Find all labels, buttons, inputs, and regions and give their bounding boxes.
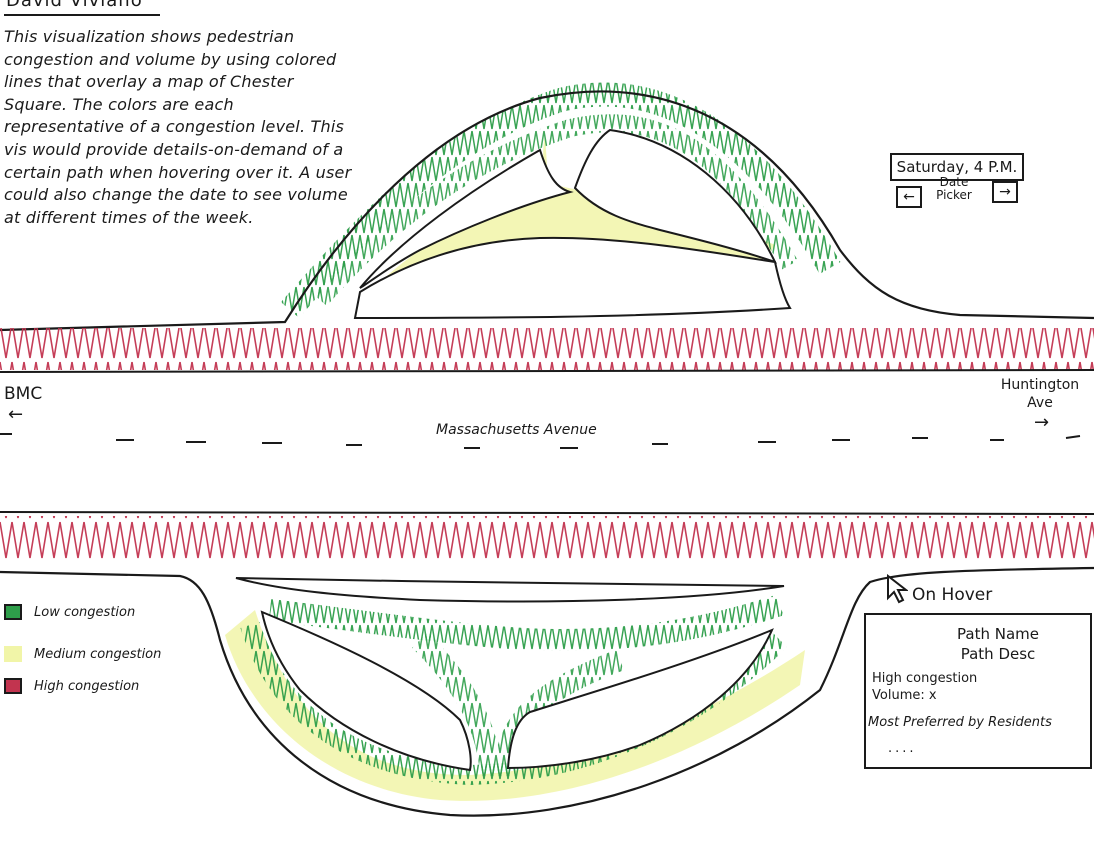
lower-top-lens <box>235 577 785 603</box>
lower-low-path-top[interactable] <box>268 594 784 652</box>
direction-left-label: BMC <box>4 384 43 404</box>
date-picker-label: Date Picker <box>936 175 972 202</box>
pointer-cursor-icon <box>887 574 908 604</box>
legend-swatch-high <box>4 678 22 694</box>
tooltip-preference: Most Preferred by Residents <box>868 715 1052 730</box>
legend-item-high: High congestion <box>4 678 139 694</box>
lower-medium-path[interactable] <box>225 610 805 801</box>
lower-inner-left <box>260 610 472 772</box>
path-tooltip: Path Name Path Desc High congestion Volu… <box>864 613 1092 769</box>
upper-block-outline <box>0 90 1094 332</box>
legend-item-medium: Medium congestion <box>4 646 161 662</box>
north-sidewalk-edge <box>0 369 1094 373</box>
south-sidewalk-high[interactable] <box>0 516 1094 560</box>
lower-block-outline <box>0 566 1094 817</box>
on-hover-label: On Hover <box>912 585 993 605</box>
date-picker-value[interactable]: Saturday, 4 P.M. <box>890 153 1024 181</box>
direction-right-label: Huntington Ave <box>1000 377 1080 411</box>
center-lane-markings <box>0 433 1081 449</box>
author-underline <box>4 14 160 16</box>
tooltip-path-desc: Path Desc <box>960 645 1036 663</box>
lower-inner-right <box>506 628 774 770</box>
legend-swatch-medium <box>4 646 22 662</box>
description-text: This visualization shows pedestrian cong… <box>4 27 352 227</box>
upper-inner-lower-lens <box>353 236 792 320</box>
legend-label-high: High congestion <box>34 678 140 694</box>
author-name: David Viviano <box>6 0 143 11</box>
tooltip-congestion-level: High congestion <box>872 671 978 686</box>
legend-swatch-low <box>4 604 22 620</box>
upper-inner-triangle-left <box>359 148 574 289</box>
legend-label-medium: Medium congestion <box>34 646 162 662</box>
north-sidewalk-high[interactable] <box>0 328 1094 370</box>
tooltip-volume: Volume: x <box>872 688 937 703</box>
upper-low-path-outer[interactable] <box>280 82 841 318</box>
upper-low-path-inner[interactable] <box>313 114 798 306</box>
tooltip-more: .... <box>888 741 917 756</box>
upper-inner-triangle-right <box>573 128 777 264</box>
legend-item-low: Low congestion <box>4 604 135 620</box>
street-name: Massachusetts Avenue <box>436 422 597 438</box>
left-arrow-icon[interactable]: ← <box>896 186 922 208</box>
legend-label-low: Low congestion <box>34 604 136 620</box>
south-sidewalk-edge <box>0 511 1094 515</box>
right-arrow-icon[interactable]: → <box>992 181 1018 203</box>
right-direction-arrow-icon: → <box>1034 412 1050 433</box>
lower-low-path-center[interactable] <box>412 632 624 776</box>
tooltip-path-name: Path Name <box>957 625 1039 643</box>
left-direction-arrow-icon: ← <box>8 404 24 425</box>
